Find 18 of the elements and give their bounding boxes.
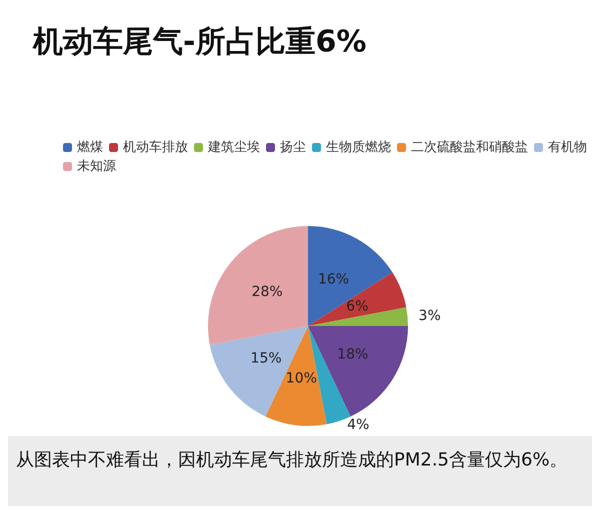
data-label: 4% bbox=[347, 416, 370, 433]
data-label: 28% bbox=[252, 284, 283, 300]
data-label: 16% bbox=[318, 272, 350, 288]
chart-title: 机动车尾气-所占比重6% bbox=[32, 24, 366, 60]
legend-label: 机动车排放 bbox=[123, 140, 188, 155]
data-label: 18% bbox=[337, 346, 368, 362]
legend-label: 燃煤 bbox=[77, 140, 103, 155]
legend-label: 扬尘 bbox=[280, 140, 306, 155]
text: 从图表中不难看出，因机动车尾气排放所造成的PM2.5含量仅为6%。 bbox=[16, 450, 568, 470]
data-label: 6% bbox=[346, 298, 368, 314]
legend-label: 建筑尘埃 bbox=[207, 140, 260, 155]
data-label: 3% bbox=[418, 308, 441, 324]
legend-label: 生物质燃烧 bbox=[326, 140, 391, 155]
legend-label: 二次硫酸盐和硝酸盐 bbox=[411, 140, 528, 155]
data-label: 15% bbox=[250, 350, 282, 366]
legend-label: 有机物 bbox=[548, 140, 587, 155]
legend-label: 未知源 bbox=[77, 159, 116, 174]
data-label: 10% bbox=[286, 370, 317, 387]
